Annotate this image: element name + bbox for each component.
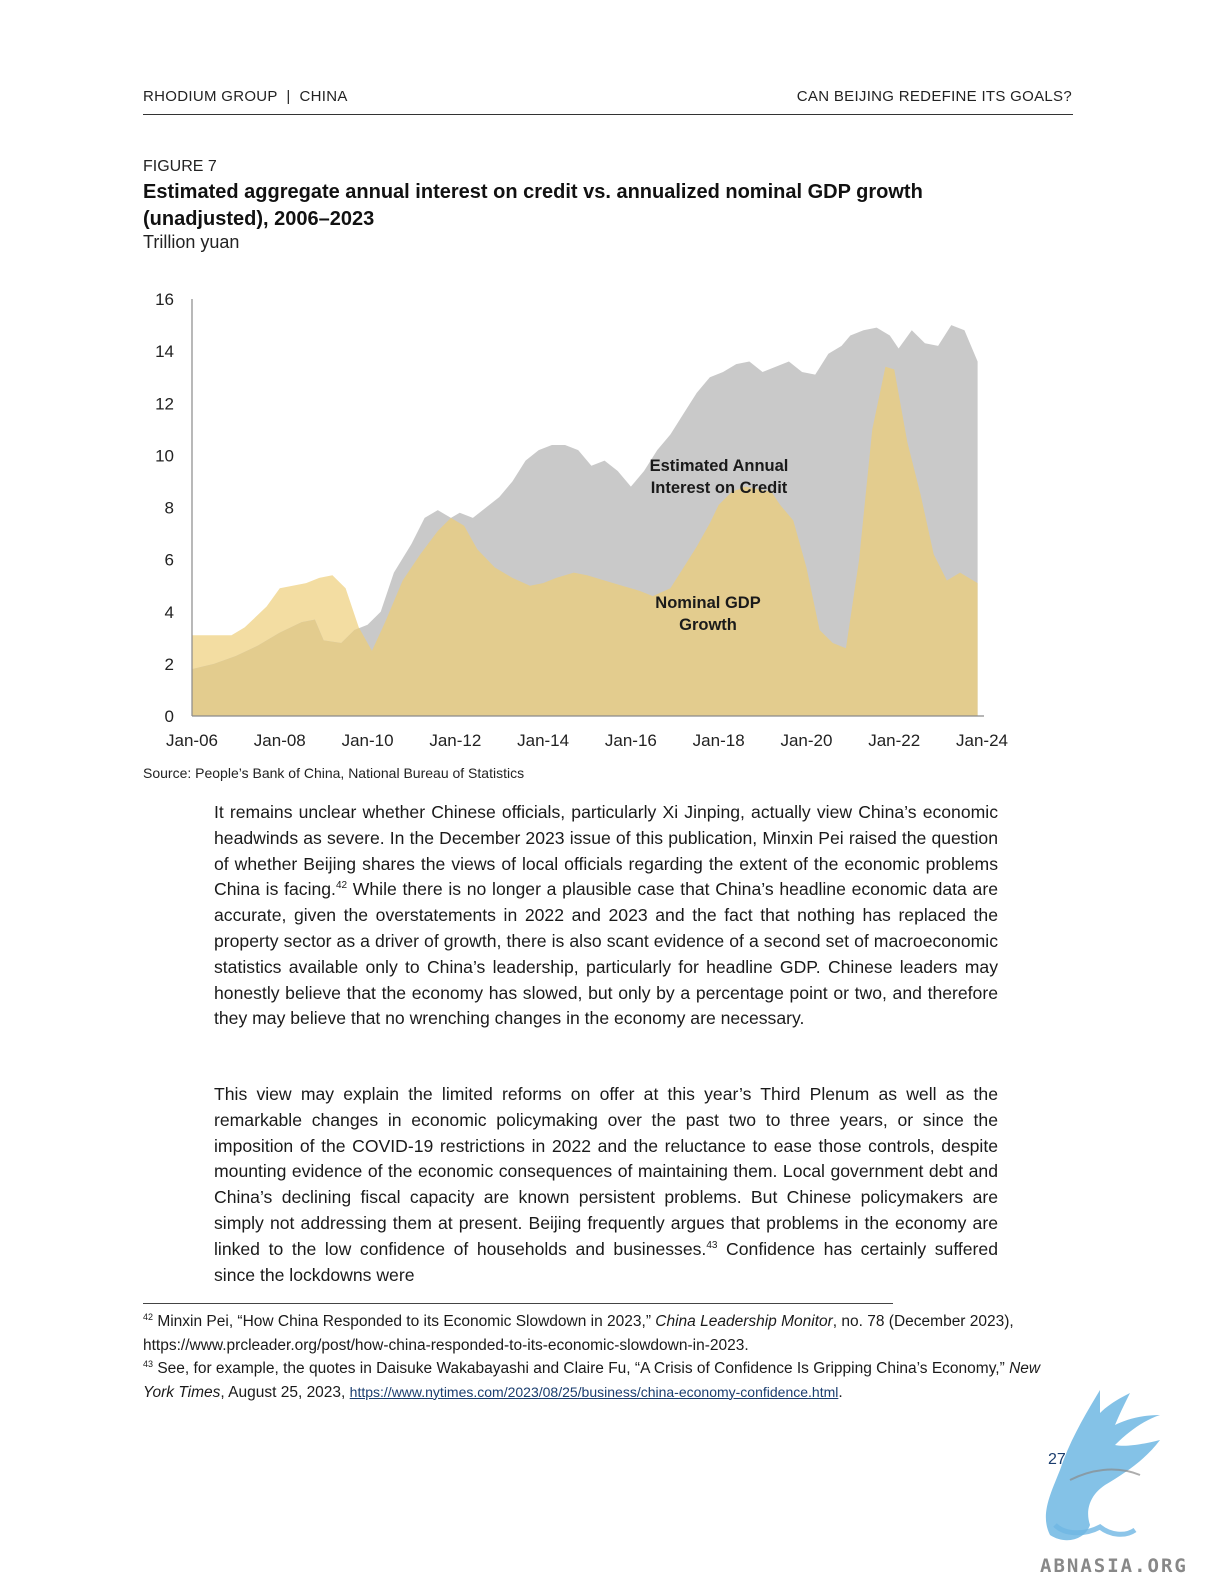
- y-tick-label-2: 2: [165, 655, 174, 674]
- footnote-42-text-a: Minxin Pei, “How China Responded to its …: [153, 1313, 656, 1330]
- annotation-gdp-line1: Nominal GDP: [655, 594, 760, 612]
- y-tick-label-4: 4: [165, 603, 174, 622]
- footnote-ref-43[interactable]: 43: [706, 1239, 718, 1251]
- y-tick-labels: 0 2 4 6 8 10 12 14 16: [155, 290, 174, 726]
- y-tick-label-6: 6: [165, 551, 174, 570]
- body-paragraph-1: It remains unclear whether Chinese offic…: [214, 800, 998, 1032]
- y-tick-label-14: 14: [155, 342, 174, 361]
- header-rule: [143, 114, 1073, 115]
- footnote-ref-42[interactable]: 42: [335, 880, 348, 892]
- chart-axes: [191, 299, 984, 717]
- figure-unit: Trillion yuan: [143, 232, 240, 252]
- x-tick-label-Jan-10: Jan-10: [342, 731, 394, 750]
- figure-label: FIGURE 7: [143, 158, 217, 175]
- body-paragraph-2: This view may explain the limited reform…: [214, 1082, 998, 1288]
- griffin-logo-icon: [1045, 1390, 1160, 1541]
- footnote-43-publication: New York Times: [143, 1360, 1041, 1401]
- x-tick-label-Jan-16: Jan-16: [605, 731, 657, 750]
- footnote-42-publication: China Leadership Monitor: [655, 1313, 833, 1330]
- footnote-rule: [143, 1303, 893, 1304]
- annotation-gdp-line2: Growth: [679, 616, 737, 634]
- para1-text: It remains unclear whether Chinese offic…: [214, 802, 998, 900]
- y-tick-label-10: 10: [155, 446, 174, 465]
- footnote-43-end: .: [838, 1383, 843, 1401]
- footnote-42-text-b: , no. 78 (December 2023), https://www.pr…: [143, 1313, 1014, 1354]
- x-tick-label-Jan-14: Jan-14: [517, 731, 569, 750]
- footnote-43-number: 43: [143, 1358, 154, 1369]
- footnote-43-text-b: , August 25, 2023,: [220, 1383, 350, 1401]
- x-tick-labels: Jan-06 Jan-08 Jan-10 Jan-12 Jan-14 Jan-16 Jan-…: [166, 731, 1008, 750]
- para1-rest: While there is no longer a plausible cas…: [214, 879, 998, 1029]
- x-tick-label-Jan-18: Jan-18: [693, 731, 745, 750]
- annotation-interest-line1: Estimated Annual: [650, 457, 789, 475]
- plot-areas: [192, 325, 978, 716]
- footnote-43: 43 See, for example, the quotes in Daisu…: [143, 1357, 1043, 1404]
- x-tick-label-Jan-24: Jan-24: [956, 731, 1008, 750]
- x-tick-label-Jan-08: Jan-08: [254, 731, 306, 750]
- y-tick-label-0: 0: [165, 707, 174, 726]
- y-tick-label-16: 16: [155, 290, 174, 309]
- watermark-text: ABNASIA.ORG: [1040, 1555, 1188, 1577]
- figure-title: Estimated aggregate annual interest on c…: [143, 181, 923, 230]
- page-number: 27: [1048, 1451, 1066, 1468]
- x-tick-label-Jan-12: Jan-12: [429, 731, 481, 750]
- y-tick-label-8: 8: [165, 499, 174, 518]
- x-tick-label-Jan-22: Jan-22: [868, 731, 920, 750]
- x-tick-label-Jan-20: Jan-20: [780, 731, 832, 750]
- series-nominal-gdp-growth: [192, 366, 978, 716]
- header-left: RHODIUM GROUP | CHINA: [143, 88, 348, 105]
- para2-text: This view may explain the limited reform…: [214, 1084, 998, 1259]
- footnote-43-text-a: See, for example, the quotes in Daisuke …: [153, 1360, 1010, 1377]
- x-tick-label-Jan-06: Jan-06: [166, 731, 218, 750]
- footnote-42: 42 Minxin Pei, “How China Responded to i…: [143, 1310, 1043, 1357]
- y-tick-label-12: 12: [155, 394, 174, 413]
- chart-annotations: Estimated Annual Interest on Credit Nomi…: [650, 457, 789, 634]
- header-right: CAN BEIJING REDEFINE ITS GOALS?: [796, 88, 1072, 105]
- footnote-43-link[interactable]: https://www.nytimes.com/2023/08/25/busin…: [349, 1383, 839, 1400]
- footnote-42-number: 42: [143, 1311, 154, 1322]
- annotation-interest-line2: Interest on Credit: [651, 479, 788, 497]
- para2-rest: Confidence has certainly suffered since …: [214, 1238, 998, 1285]
- figure-source: Source: People’s Bank of China, National…: [143, 765, 525, 781]
